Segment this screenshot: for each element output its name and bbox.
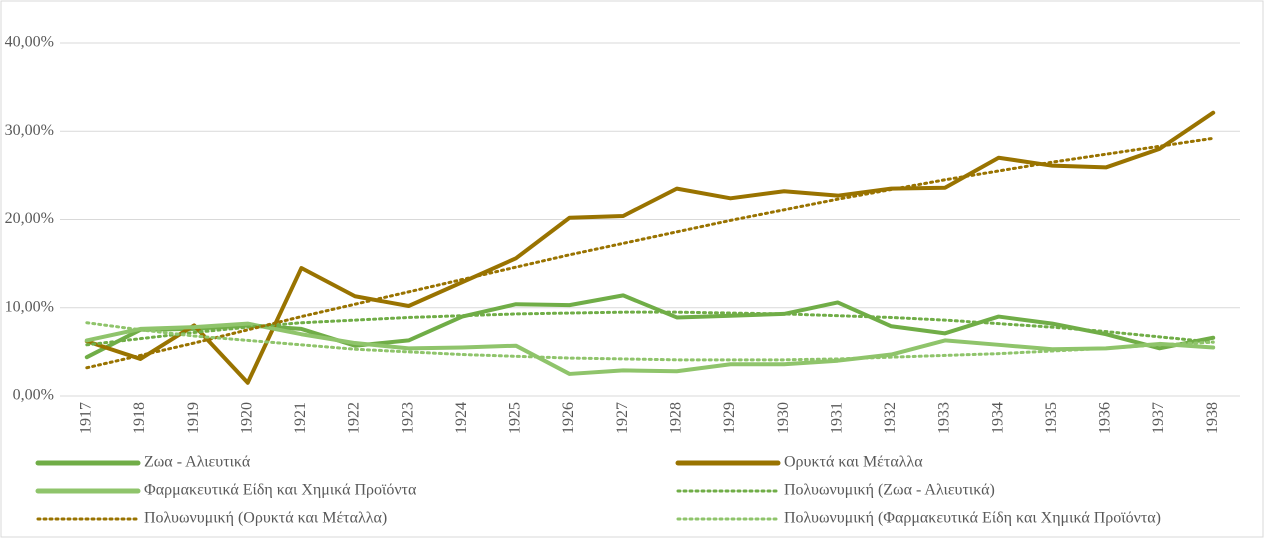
- x-tick-label: 1931: [828, 402, 845, 434]
- series-line: [84, 321, 1216, 376]
- legend-label: Πολυωνυμική (Φαρμακευτικά Είδη και Χημικ…: [784, 510, 1161, 527]
- y-tick-label: 40,00%: [5, 34, 54, 51]
- x-tick-label: 1917: [77, 402, 94, 434]
- x-tick-label: 1924: [453, 402, 470, 434]
- y-tick-label: 30,00%: [5, 122, 54, 139]
- x-tick-label: 1926: [560, 402, 577, 434]
- x-tick-label: 1927: [614, 402, 631, 434]
- x-tick-label: 1919: [185, 402, 202, 434]
- x-tick-label: 1930: [775, 402, 792, 434]
- trend-line: [85, 310, 1215, 347]
- legend-label: Ορυκτά και Μέταλλα: [784, 454, 923, 471]
- x-tick-label: 1923: [399, 402, 416, 434]
- x-tick-label: 1936: [1097, 402, 1114, 434]
- legend-label: Φαρμακευτικά Είδη και Χημικά Προϊόντα: [144, 482, 417, 499]
- x-tick-label: 1933: [936, 402, 953, 434]
- legend-label: Πολυωνυμική (Ορυκτά και Μέταλλα): [144, 510, 387, 527]
- x-tick-label: 1932: [882, 402, 899, 434]
- x-tick-label: 1938: [1204, 402, 1221, 434]
- x-tick-label: 1928: [667, 402, 684, 434]
- x-tick-label: 1921: [292, 402, 309, 434]
- x-tick-label: 1918: [131, 402, 148, 434]
- y-tick-label: 0,00%: [13, 387, 54, 404]
- x-tick-label: 1935: [1043, 402, 1060, 434]
- x-tick-label: 1925: [507, 402, 524, 434]
- x-tick-label: 1920: [238, 402, 255, 434]
- y-tick-label: 20,00%: [5, 210, 54, 227]
- legend-label: Πολυωνυμική (Ζωα - Αλιευτικά): [784, 482, 995, 499]
- x-tick-label: 1929: [721, 402, 738, 434]
- trend-line: [85, 136, 1215, 370]
- legend-label: Ζωα - Αλιευτικά: [144, 454, 251, 471]
- x-tick-label: 1922: [346, 402, 363, 434]
- x-tick-label: 1934: [989, 402, 1006, 434]
- x-tick-label: 1937: [1150, 402, 1167, 434]
- y-tick-label: 10,00%: [5, 298, 54, 315]
- trend-line: [85, 321, 1215, 362]
